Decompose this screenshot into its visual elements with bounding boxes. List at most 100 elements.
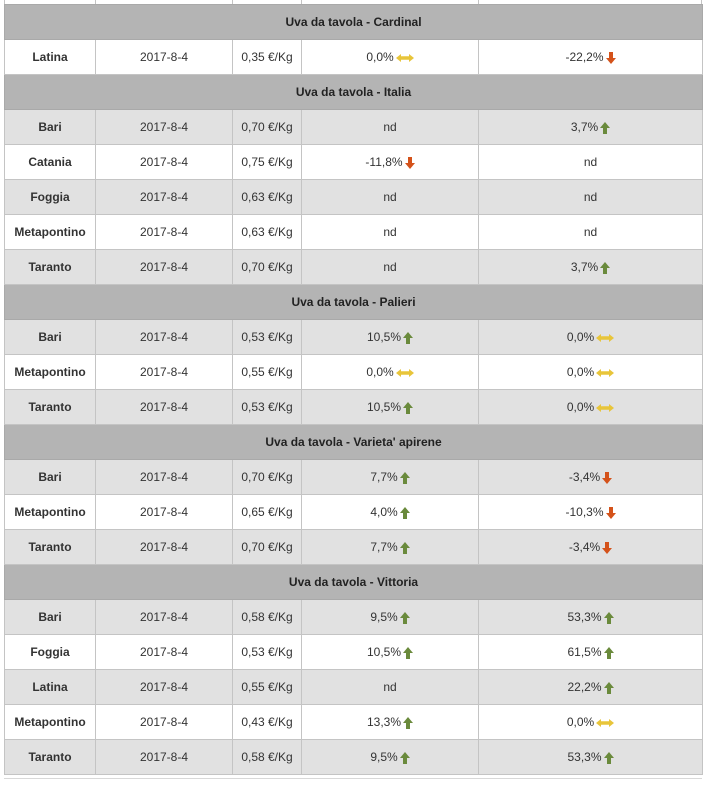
- market-cell: Taranto: [4, 739, 96, 775]
- yearly-change-cell-value: 53,3%: [567, 610, 602, 624]
- arrow-up-icon: [399, 751, 410, 764]
- price-table-container: Uva da tavola - Cardinal Latina 2017-8-4 0,…: [3, 4, 704, 775]
- yearly-change-cell-value: nd: [583, 155, 598, 169]
- yearly-change-cell: -3,4%: [477, 459, 704, 495]
- table-row: Catania 2017-8-4 0,75 €/Kg -11,8% nd: [4, 144, 704, 180]
- market-cell: Metapontino: [4, 704, 96, 740]
- date-cell: 2017-8-4: [95, 319, 233, 355]
- arrow-up-icon: [399, 611, 410, 624]
- group-title: Uva da tavola - Varieta' apirene: [3, 424, 704, 460]
- yearly-change-cell-value: 53,3%: [567, 750, 602, 764]
- price-table: Uva da tavola - Cardinal Latina 2017-8-4 0,…: [3, 4, 704, 775]
- date-cell: 2017-8-4: [95, 144, 233, 180]
- yearly-change-cell-value: -22,2%: [565, 50, 604, 64]
- date-cell: 2017-8-4: [95, 354, 233, 390]
- weekly-change-cell: 7,7%: [301, 459, 479, 495]
- price-cell: 0,63 €/Kg: [232, 214, 302, 250]
- table-row: Latina 2017-8-4 0,35 €/Kg 0,0% -22,2%: [4, 39, 704, 75]
- table-top-edge: [4, 0, 702, 4]
- price-cell: 0,75 €/Kg: [232, 144, 302, 180]
- price-cell: 0,58 €/Kg: [232, 599, 302, 635]
- date-cell: 2017-8-4: [95, 39, 233, 75]
- yearly-change-cell: 3,7%: [477, 109, 704, 145]
- arrow-up-icon: [399, 471, 410, 484]
- date-cell: 2017-8-4: [95, 739, 233, 775]
- arrow-down-icon: [605, 506, 616, 519]
- yearly-change-cell-value: -3,4%: [568, 540, 601, 554]
- weekly-change-cell: 9,5%: [301, 599, 479, 635]
- price-cell: 0,63 €/Kg: [232, 179, 302, 215]
- group-header-row: Uva da tavola - Vittoria: [3, 564, 704, 600]
- arrow-up-icon: [603, 751, 614, 764]
- yearly-change-cell-value: 0,0%: [566, 330, 595, 344]
- yearly-change-cell: 0,0%: [477, 354, 704, 390]
- yearly-change-cell-value: -10,3%: [565, 505, 604, 519]
- market-cell: Bari: [4, 109, 96, 145]
- arrow-up-icon: [603, 646, 614, 659]
- market-cell: Latina: [4, 669, 96, 705]
- yearly-change-cell-value: nd: [583, 190, 598, 204]
- market-cell: Metapontino: [4, 214, 96, 250]
- table-row: Taranto 2017-8-4 0,58 €/Kg 9,5% 53,3%: [4, 739, 704, 775]
- yearly-change-cell: 0,0%: [477, 319, 704, 355]
- arrow-left-right-icon: [596, 403, 615, 412]
- weekly-change-cell: nd: [301, 214, 479, 250]
- yearly-change-cell-value: 3,7%: [570, 260, 599, 274]
- date-cell: 2017-8-4: [95, 109, 233, 145]
- arrow-up-icon: [399, 541, 410, 554]
- table-row: Taranto 2017-8-4 0,70 €/Kg nd 3,7%: [4, 249, 704, 285]
- arrow-up-icon: [403, 331, 414, 344]
- yearly-change-cell: -10,3%: [477, 494, 704, 530]
- yearly-change-cell: 53,3%: [477, 739, 704, 775]
- table-row: Foggia 2017-8-4 0,53 €/Kg 10,5% 61,5%: [4, 634, 704, 670]
- arrow-down-icon: [605, 51, 616, 64]
- yearly-change-cell-value: 0,0%: [566, 365, 595, 379]
- weekly-change-cell-value: 10,5%: [366, 400, 402, 414]
- arrow-down-icon: [602, 471, 613, 484]
- weekly-change-cell: 13,3%: [301, 704, 479, 740]
- table-row: Taranto 2017-8-4 0,53 €/Kg 10,5% 0,0%: [4, 389, 704, 425]
- weekly-change-cell-value: nd: [383, 190, 397, 204]
- arrow-left-right-icon: [395, 368, 414, 377]
- yearly-change-cell-value: 22,2%: [567, 680, 602, 694]
- table-row: Metapontino 2017-8-4 0,63 €/Kg nd nd: [4, 214, 704, 250]
- arrow-up-icon: [403, 646, 414, 659]
- arrow-down-icon: [602, 541, 613, 554]
- table-row: Bari 2017-8-4 0,70 €/Kg nd 3,7%: [4, 109, 704, 145]
- arrow-left-right-icon: [395, 53, 414, 62]
- arrow-left-right-icon: [596, 718, 615, 727]
- date-cell: 2017-8-4: [95, 214, 233, 250]
- yearly-change-cell-value: -3,4%: [568, 470, 601, 484]
- group-title: Uva da tavola - Italia: [3, 74, 704, 110]
- weekly-change-cell-value: 7,7%: [370, 470, 398, 484]
- market-cell: Latina: [4, 39, 96, 75]
- table-row: Metapontino 2017-8-4 0,65 €/Kg 4,0% -10,3%: [4, 494, 704, 530]
- yearly-change-cell: 0,0%: [477, 389, 704, 425]
- price-cell: 0,70 €/Kg: [232, 459, 302, 495]
- group-header-row: Uva da tavola - Palieri: [3, 284, 704, 320]
- market-cell: Taranto: [4, 249, 96, 285]
- date-cell: 2017-8-4: [95, 529, 233, 565]
- price-cell: 0,65 €/Kg: [232, 494, 302, 530]
- price-cell: 0,70 €/Kg: [232, 109, 302, 145]
- market-cell: Taranto: [4, 389, 96, 425]
- arrow-up-icon: [399, 506, 410, 519]
- weekly-change-cell: 0,0%: [301, 39, 479, 75]
- yearly-change-cell: nd: [477, 179, 704, 215]
- arrow-up-icon: [403, 401, 414, 414]
- weekly-change-cell-value: 0,0%: [366, 365, 394, 379]
- yearly-change-cell: -22,2%: [477, 39, 704, 75]
- date-cell: 2017-8-4: [95, 599, 233, 635]
- bottom-divider: [4, 778, 702, 779]
- market-cell: Catania: [4, 144, 96, 180]
- weekly-change-cell: nd: [301, 109, 479, 145]
- price-cell: 0,53 €/Kg: [232, 319, 302, 355]
- weekly-change-cell: 7,7%: [301, 529, 479, 565]
- date-cell: 2017-8-4: [95, 249, 233, 285]
- yearly-change-cell-value: 0,0%: [566, 400, 595, 414]
- arrow-up-icon: [600, 121, 611, 134]
- market-cell: Bari: [4, 459, 96, 495]
- weekly-change-cell: 10,5%: [301, 634, 479, 670]
- price-cell: 0,55 €/Kg: [232, 354, 302, 390]
- group-header-row: Uva da tavola - Varieta' apirene: [3, 424, 704, 460]
